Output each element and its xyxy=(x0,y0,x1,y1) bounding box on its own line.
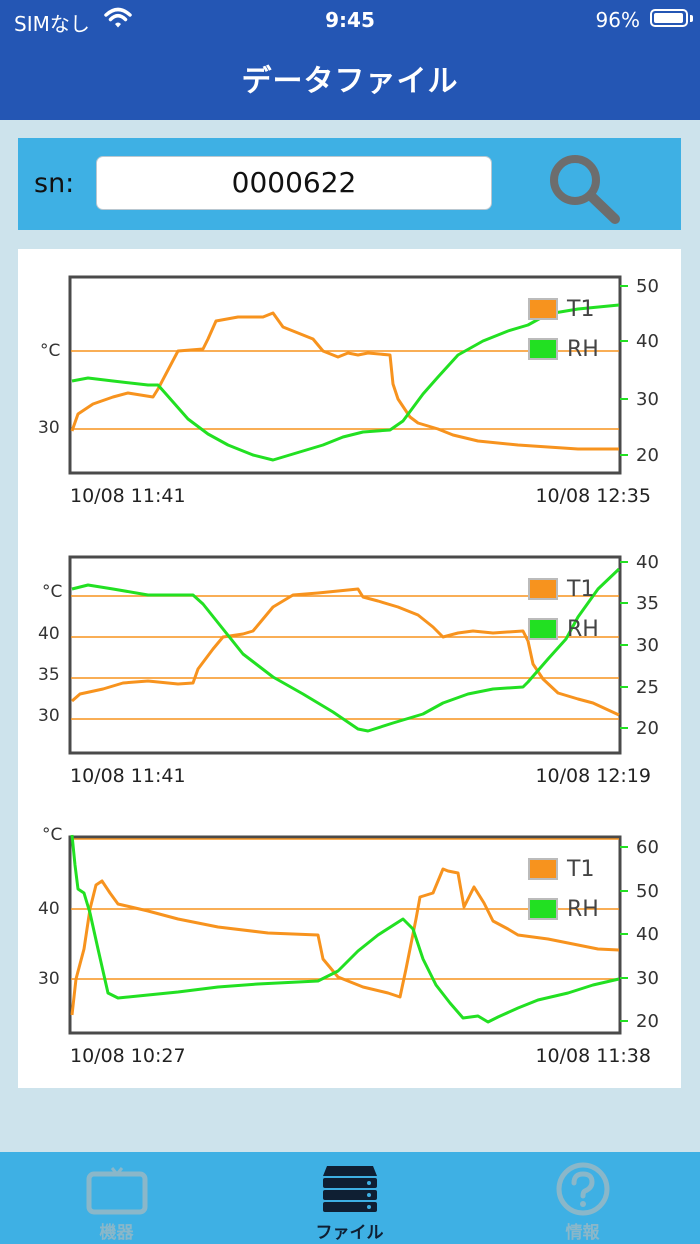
chart-3-plot: °C 40 30 60 50 40 30 20 T1 RH xyxy=(38,825,659,1035)
tab-label-devices: 機器 xyxy=(99,1223,134,1243)
left-tick-label: 30 xyxy=(38,969,60,989)
battery-icon xyxy=(650,9,688,27)
left-axis-label: °C xyxy=(40,341,60,361)
series-t1-line xyxy=(70,311,619,451)
left-tick-label: 30 xyxy=(38,706,60,726)
legend-swatch-rh xyxy=(528,338,558,360)
clock: 9:45 xyxy=(325,8,375,32)
x-start-label: 10/08 11:41 xyxy=(70,485,186,507)
x-end-label: 10/08 11:38 xyxy=(535,1045,651,1067)
series-t1-line xyxy=(71,587,620,717)
sn-input[interactable]: 0000622 xyxy=(96,156,492,210)
right-axis-ticks xyxy=(620,285,628,456)
series-rh-line xyxy=(71,567,621,733)
x-start-label: 10/08 10:27 xyxy=(70,1045,186,1067)
legend-swatch-t1 xyxy=(528,858,558,880)
chart-2[interactable]: °C 40 35 30 40 35 30 25 20 T1 RH 10/08 1 xyxy=(18,529,681,799)
legend-swatch-rh xyxy=(528,898,558,920)
left-tick-label: 40 xyxy=(38,624,60,644)
search-bar: sn: 0000622 xyxy=(18,138,681,230)
battery-level xyxy=(654,13,683,23)
right-tick-label: 35 xyxy=(636,593,659,614)
legend-label-t1: T1 xyxy=(566,857,594,882)
right-tick-label: 30 xyxy=(636,968,659,989)
left-axis-label: °C xyxy=(42,825,62,845)
legend-label-rh: RH xyxy=(567,897,599,922)
tab-info[interactable]: 情報 xyxy=(466,1152,699,1244)
x-end-label: 10/08 12:19 xyxy=(535,765,651,787)
right-tick-label: 25 xyxy=(636,677,659,698)
right-tick-label: 20 xyxy=(636,718,659,739)
left-tick-label: 40 xyxy=(38,899,60,919)
right-axis-ticks xyxy=(620,846,628,1022)
right-tick-label: 20 xyxy=(636,445,659,466)
header: SIMなし 9:45 96% データファイル xyxy=(0,0,700,120)
series-rh-line xyxy=(70,834,620,1024)
right-tick-label: 30 xyxy=(636,635,659,656)
right-tick-label: 50 xyxy=(636,881,659,902)
legend: T1 RH xyxy=(528,857,599,922)
search-icon[interactable] xyxy=(542,150,628,226)
chart-1-plot: °C 30 50 40 30 20 T1 RH xyxy=(38,275,659,475)
x-start-label: 10/08 11:41 xyxy=(70,765,186,787)
carrier-label: SIMなし xyxy=(14,12,90,36)
server-icon xyxy=(323,1166,377,1212)
series-rh-line xyxy=(71,303,620,462)
right-tick-label: 40 xyxy=(636,924,659,945)
left-tick-label: 30 xyxy=(38,418,60,438)
battery-tip xyxy=(690,15,693,22)
right-tick-label: 50 xyxy=(636,276,659,297)
legend-swatch-t1 xyxy=(528,578,558,600)
status-bar: SIMなし 9:45 96% xyxy=(0,0,700,40)
right-tick-label: 60 xyxy=(636,837,659,858)
legend-label-t1: T1 xyxy=(566,297,594,322)
tab-label-files: ファイル xyxy=(315,1223,384,1243)
right-tick-label: 20 xyxy=(636,1011,659,1032)
legend-swatch-rh xyxy=(528,618,558,640)
right-tick-label: 40 xyxy=(636,331,659,352)
x-end-label: 10/08 12:35 xyxy=(535,485,651,507)
chart-list: °C 30 50 40 30 20 T1 RH 10/08 11:41 10/0… xyxy=(18,249,681,1088)
legend-label-rh: RH xyxy=(567,337,599,362)
series-t1-line xyxy=(70,867,620,1016)
left-axis-label: °C xyxy=(42,582,62,602)
right-tick-label: 40 xyxy=(636,552,659,573)
tab-devices[interactable]: 機器 xyxy=(0,1152,233,1244)
tab-bar: 機器 ファイル 情報 xyxy=(0,1152,700,1244)
question-icon xyxy=(556,1162,610,1216)
wifi-icon xyxy=(104,7,132,28)
legend-label-rh: RH xyxy=(567,617,599,642)
tab-label-info: 情報 xyxy=(565,1223,600,1243)
battery-percentage: 96% xyxy=(595,8,640,32)
right-axis-ticks xyxy=(620,561,628,729)
right-tick-label: 30 xyxy=(636,389,659,410)
legend: T1 RH xyxy=(528,577,599,642)
legend: T1 RH xyxy=(528,297,599,362)
sn-label: sn: xyxy=(34,168,75,199)
left-tick-label: 35 xyxy=(38,665,60,685)
tab-files[interactable]: ファイル xyxy=(233,1152,466,1244)
legend-swatch-t1 xyxy=(528,298,558,320)
legend-label-t1: T1 xyxy=(566,577,594,602)
chart-1[interactable]: °C 30 50 40 30 20 T1 RH 10/08 11:41 10/0… xyxy=(18,249,681,519)
chart-3[interactable]: °C 40 30 60 50 40 30 20 T1 RH 10/08 10:2… xyxy=(18,809,681,1079)
chart-2-plot: °C 40 35 30 40 35 30 25 20 T1 RH xyxy=(38,552,659,755)
tv-icon xyxy=(86,1167,148,1215)
page-title: データファイル xyxy=(241,64,459,99)
